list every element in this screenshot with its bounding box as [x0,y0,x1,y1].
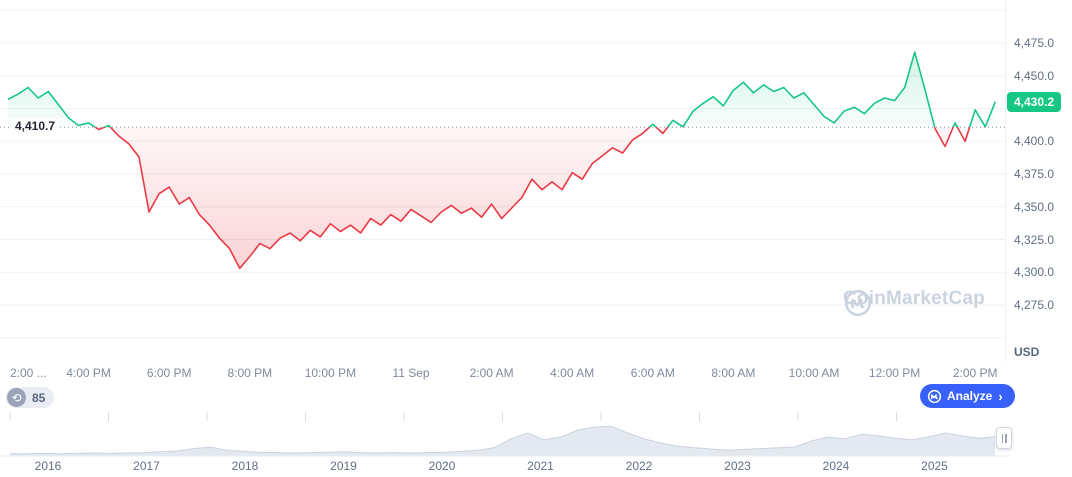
x-axis-label: 8:00 PM [227,366,273,380]
y-axis: 4,430.2 USD 4,475.0 4,450.0 4,400.0 4,375.0… [1005,0,1072,362]
x-axis-label: 4:00 PM [66,366,111,380]
year-label: 2018 [231,459,259,473]
year-label: 2024 [822,459,850,473]
currency-unit-label: USD [1014,345,1040,359]
bar-count-value: 85 [32,390,46,405]
x-axis-label: 10:00 AM [788,366,840,380]
year-label: 2023 [724,459,751,473]
y-axis-label: 4,400.0 [1014,134,1055,149]
bar-count-badge[interactable]: ⟲ 85 [6,387,55,408]
range-navigator[interactable]: 2016 2017 2018 2019 2020 2021 2022 2023 2024 2025 [0,412,1072,477]
y-axis-label: 4,300.0 [1014,265,1055,280]
x-axis-label: 2:00 ... [10,366,47,380]
range-handle[interactable] [996,427,1012,449]
x-axis-label: 2:00 AM [469,366,514,380]
year-label: 2016 [34,459,62,473]
y-axis-label: 4,350.0 [1014,199,1055,214]
clock-history-icon: ⟲ [7,388,26,407]
year-label: 2020 [428,459,456,473]
baseline-price-label: 4,410.7 [12,118,59,135]
chart-area: 4,410.7 4,430.2 USD 4,475.0 4,450.0 4,400.… [0,0,1072,384]
current-price-badge: 4,430.2 [1007,91,1062,112]
price-chart-svg[interactable] [0,0,1005,362]
x-axis-label: 2:00 PM [952,366,998,380]
y-axis-label: 4,375.0 [1014,167,1055,181]
year-label: 2017 [133,459,160,473]
x-axis-label: 6:00 PM [146,366,192,380]
x-axis-label: 10:00 PM [304,366,357,380]
coinmarketcap-logo-icon [844,289,872,317]
year-label: 2021 [527,459,554,473]
watermark-text: CoinMarketCap [843,288,985,309]
x-axis-label: 12:00 PM [868,366,921,380]
navigator-years: 2016 2017 2018 2019 2020 2021 2022 2023 2024 2025 [0,459,1010,475]
x-axis-label: 8:00 AM [711,366,756,380]
year-label: 2022 [625,459,653,473]
y-axis-label: 4,450.0 [1014,68,1055,83]
x-axis-label: 4:00 AM [550,366,595,380]
coinmarketcap-icon [927,389,942,403]
navigator-svg[interactable] [0,412,1010,458]
x-axis-label: 11 Sep [392,366,430,380]
year-label: 2025 [921,459,948,473]
x-axis-label: 6:00 AM [630,366,675,380]
y-axis-label: 4,475.0 [1014,36,1055,50]
analyze-button[interactable]: Analyze › [920,384,1015,408]
x-axis: 2:00 ... 4:00 PM 6:00 PM 8:00 PM 10:00 PM 11 … [0,366,1005,384]
y-axis-label: 4,325.0 [1014,232,1055,247]
chevron-right-icon: › [998,388,1003,404]
analyze-label: Analyze [947,389,993,403]
year-label: 2019 [330,459,357,473]
y-axis-label: 4,275.0 [1014,298,1055,312]
coinmarketcap-watermark: CoinMarketCap [843,288,985,317]
